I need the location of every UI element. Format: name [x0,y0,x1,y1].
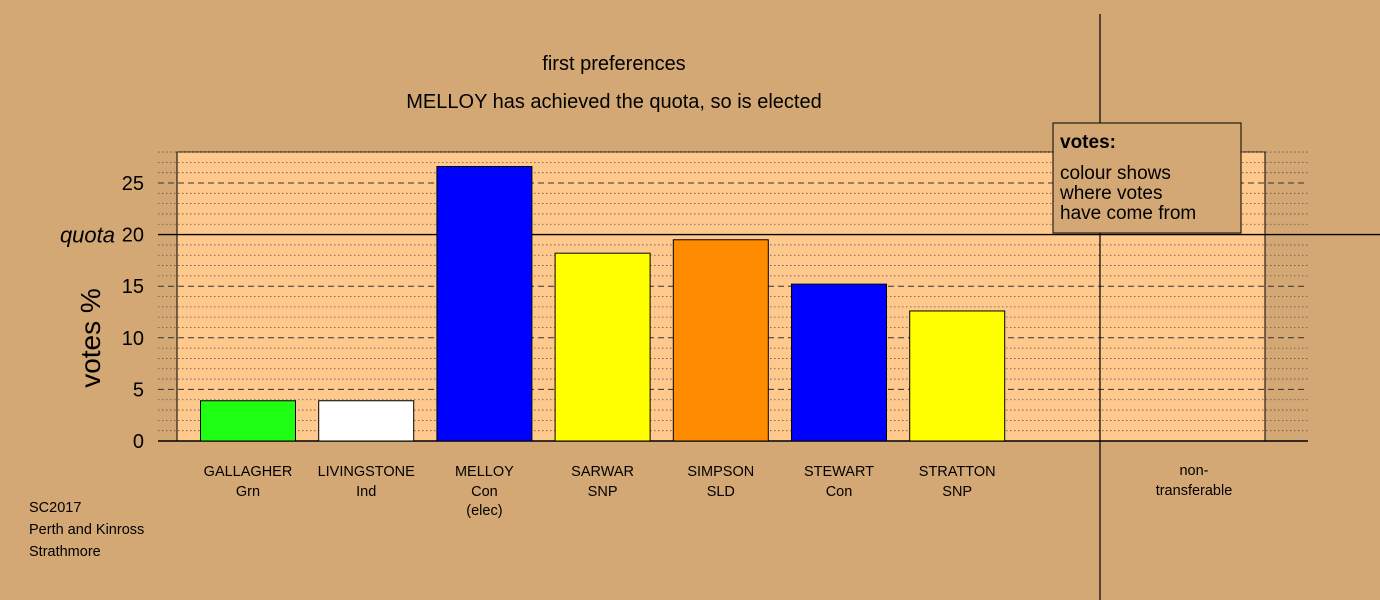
footer-line-1: SC2017 [29,500,81,516]
legend-line-3: have come from [1060,203,1196,224]
category-party: Grn [236,484,260,500]
nontransferable-label-line1: non- [1179,463,1208,479]
legend-line-2: where votes [1059,183,1162,204]
y-tick-label: 20 [122,225,144,247]
category-name: SARWAR [571,464,634,480]
category-name: STEWART [804,464,874,480]
bar-stewart [791,283,887,442]
quota-label: quota [60,223,115,248]
y-tick-label: 25 [122,173,144,195]
category-name: STRATTON [919,464,996,480]
category-party: SNP [588,484,618,500]
y-tick-label: 15 [122,276,144,298]
bar-livingstone [318,400,415,442]
bar-gallagher [200,400,296,442]
nontransferable-label-line2: transferable [1156,483,1233,499]
y-tick-label: 10 [122,328,144,350]
y-tick-label: 5 [133,379,144,401]
category-note: (elec) [466,503,502,519]
category-party: SLD [707,484,735,500]
bar-layer [200,165,1006,442]
y-axis-label: votes % [75,288,106,388]
legend-line-1: colour shows [1060,163,1171,184]
category-party: Ind [356,484,376,500]
chart-title: first preferences [542,53,685,75]
bar-sarwar [554,252,651,442]
category-name: MELLOY [455,464,514,480]
bar-stratton [909,310,1006,442]
bar-melloy [436,165,533,442]
category-label-layer: GALLAGHER Grn LIVINGSTONE Ind MELLOY Con (elec… [204,464,996,519]
legend-heading: votes: [1060,132,1116,153]
footer-line-3: Strathmore [29,544,101,560]
category-party: SNP [942,484,972,500]
category-name: SIMPSON [687,464,754,480]
category-party: Con [471,484,498,500]
y-tick-layer: 0 5 10 15 20 25 [122,173,144,453]
legend: votes: colour shows where votes have com… [1052,122,1242,234]
bar-simpson [672,239,769,442]
legend-box [1052,122,1242,234]
category-party: Con [826,484,853,500]
category-name: LIVINGSTONE [318,464,416,480]
footer-line-2: Perth and Kinross [29,522,144,538]
chart-subtitle: MELLOY has achieved the quota, so is ele… [406,91,821,113]
category-name: GALLAGHER [204,464,293,480]
y-tick-label: 0 [133,431,144,453]
